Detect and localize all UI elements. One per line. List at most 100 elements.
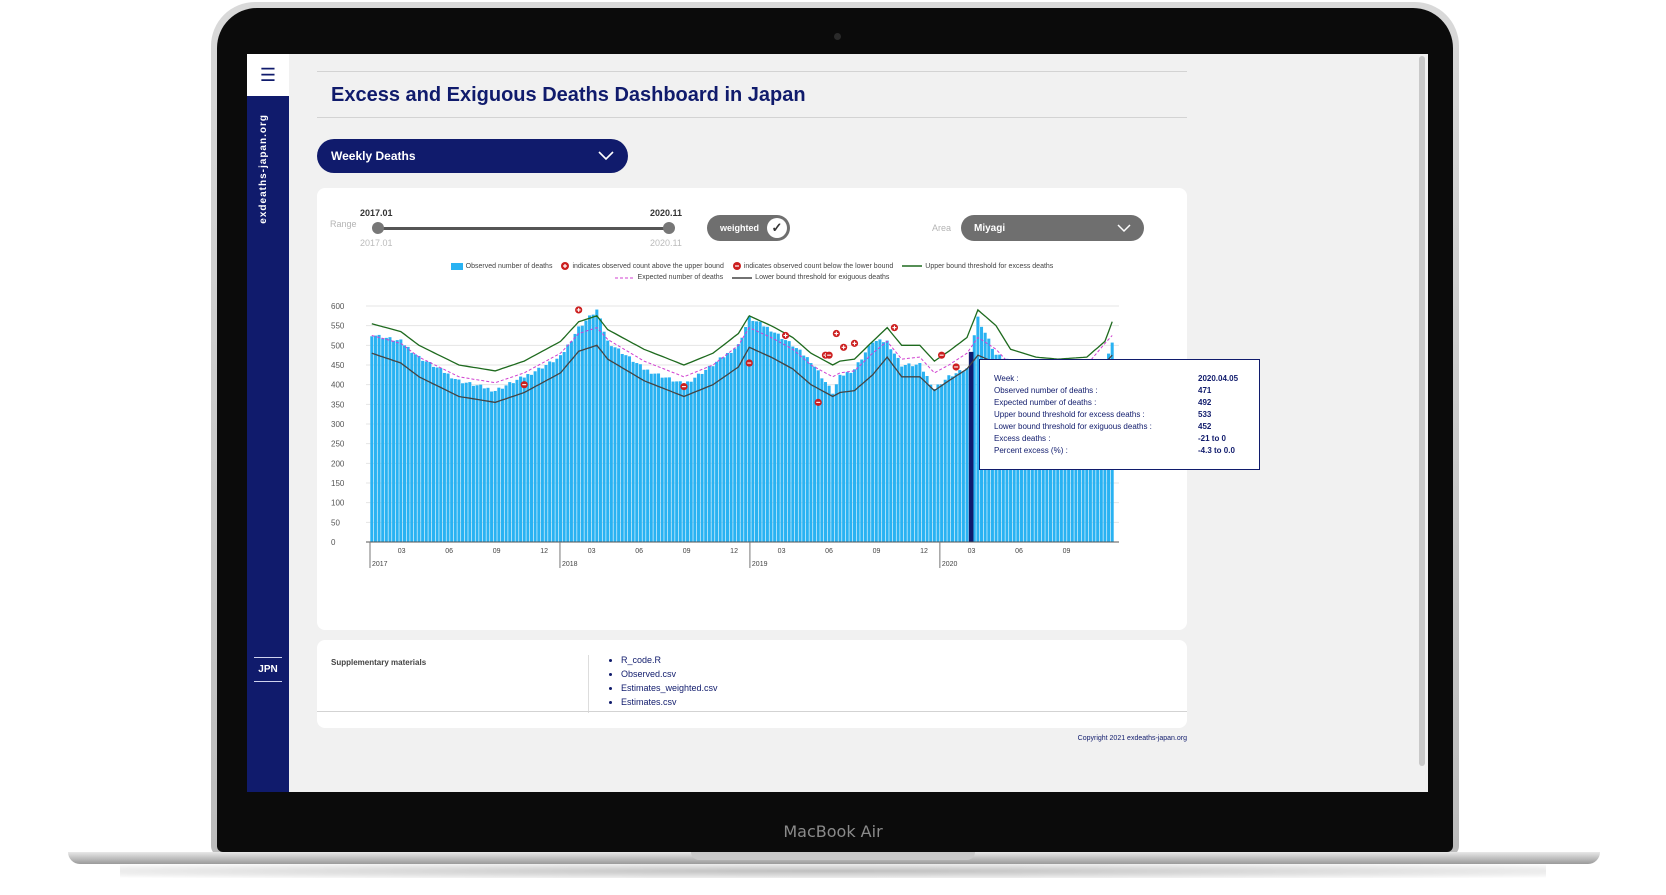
bar [751,320,755,542]
bar [704,369,708,542]
bar [446,373,450,542]
bar [373,335,377,542]
x-tick-label: 03 [398,548,406,555]
area-select[interactable]: Miyagi [961,215,1144,241]
bar [392,340,396,542]
bar [370,336,374,542]
bar [555,358,559,542]
tooltip-expected-label: Expected number of deaths : [994,398,1097,407]
bar [624,355,628,542]
bar [689,381,693,542]
bar [947,375,951,542]
bar [961,371,965,542]
laptop-notch [691,852,975,860]
bar [508,382,512,542]
bar [827,385,831,542]
supplementary-divider [588,655,589,713]
bar [1078,422,1082,542]
tooltip-lower-value: 452 [1198,422,1212,431]
bar [417,355,421,542]
range-start-sub: 2017.01 [360,238,393,248]
bar [642,369,646,542]
bar [776,333,780,542]
x-tick-label: 06 [1015,548,1023,555]
y-tick-label: 400 [331,381,345,390]
bar [500,388,504,542]
laptop-shadow [120,864,1546,878]
bar [842,375,846,542]
bar [907,363,911,542]
x-tick-label: 12 [730,548,738,555]
bar [921,371,925,542]
bar [471,385,475,542]
bar [381,338,385,542]
highlight-bar [968,351,974,542]
y-tick-label: 200 [331,459,345,468]
range-slider-track[interactable] [378,227,669,230]
tooltip-excess-label: Excess deaths : [994,434,1051,443]
bar [1088,414,1092,542]
bar [388,337,392,542]
file-link-estimates-weighted[interactable]: Estimates_weighted.csv [621,681,718,695]
bar [878,339,882,542]
bar [617,348,621,542]
bar [548,361,552,542]
bar [972,335,976,542]
bar [769,331,773,542]
range-end-handle[interactable] [663,222,675,234]
bar [675,381,679,542]
weekly-deaths-chart[interactable]: 0 50 100 150 200 250 300 350 400 450 500 550 600 03 06… [317,298,1187,598]
bar [718,357,722,542]
file-link-observed[interactable]: Observed.csv [621,667,718,681]
bar [856,362,860,542]
language-button[interactable]: JPN [254,657,282,682]
bar [852,369,857,542]
bar [519,376,523,542]
bar [845,372,849,542]
bar [736,344,740,542]
bar [911,366,915,542]
bar [747,316,751,542]
bar [707,365,711,542]
area-label: Area [932,223,952,233]
bar [591,314,595,542]
page-title: Excess and Exiguous Deaths Dashboard in … [331,84,806,106]
bar [504,385,508,542]
hamburger-icon[interactable]: ☰ [247,54,289,96]
bar [569,341,573,542]
year-label: 2017 [372,561,388,568]
file-link-estimates[interactable]: Estimates.csv [621,695,718,709]
bar [428,361,432,542]
bar [421,360,425,542]
bar [468,382,472,542]
bar [787,341,791,542]
bar [410,352,414,542]
scrollbar[interactable] [1419,56,1425,766]
file-link-r-code[interactable]: R_code.R [621,653,718,667]
x-tick-label: 06 [635,548,643,555]
file-list: R_code.R Observed.csv Estimates_weighted… [609,653,718,709]
bar [522,377,526,542]
range-start-handle[interactable] [372,222,384,234]
chart-legend-row2: Expected number of deaths Lower bound th… [317,274,1187,281]
bar [584,320,588,542]
bar [816,370,820,542]
bar [464,382,468,542]
bar [660,377,664,542]
bar [744,326,748,542]
bar [700,373,704,542]
bar [773,332,777,542]
chart-tooltip: Week : 2020.04.05 Observed number of dea… [979,359,1260,470]
bar [896,357,900,542]
view-select[interactable]: Weekly Deaths [317,139,628,173]
x-tick-label: 09 [683,548,691,555]
bar [863,352,867,542]
bar [588,315,592,542]
tooltip-percent-value: -4.3 to 0.0 [1198,446,1235,455]
bar [794,348,798,542]
bar [940,384,944,542]
plus-circle-icon [561,262,570,270]
bar [540,368,544,542]
weighted-toggle[interactable]: weighted ✓ [707,215,790,241]
x-tick-label: 09 [493,548,501,555]
